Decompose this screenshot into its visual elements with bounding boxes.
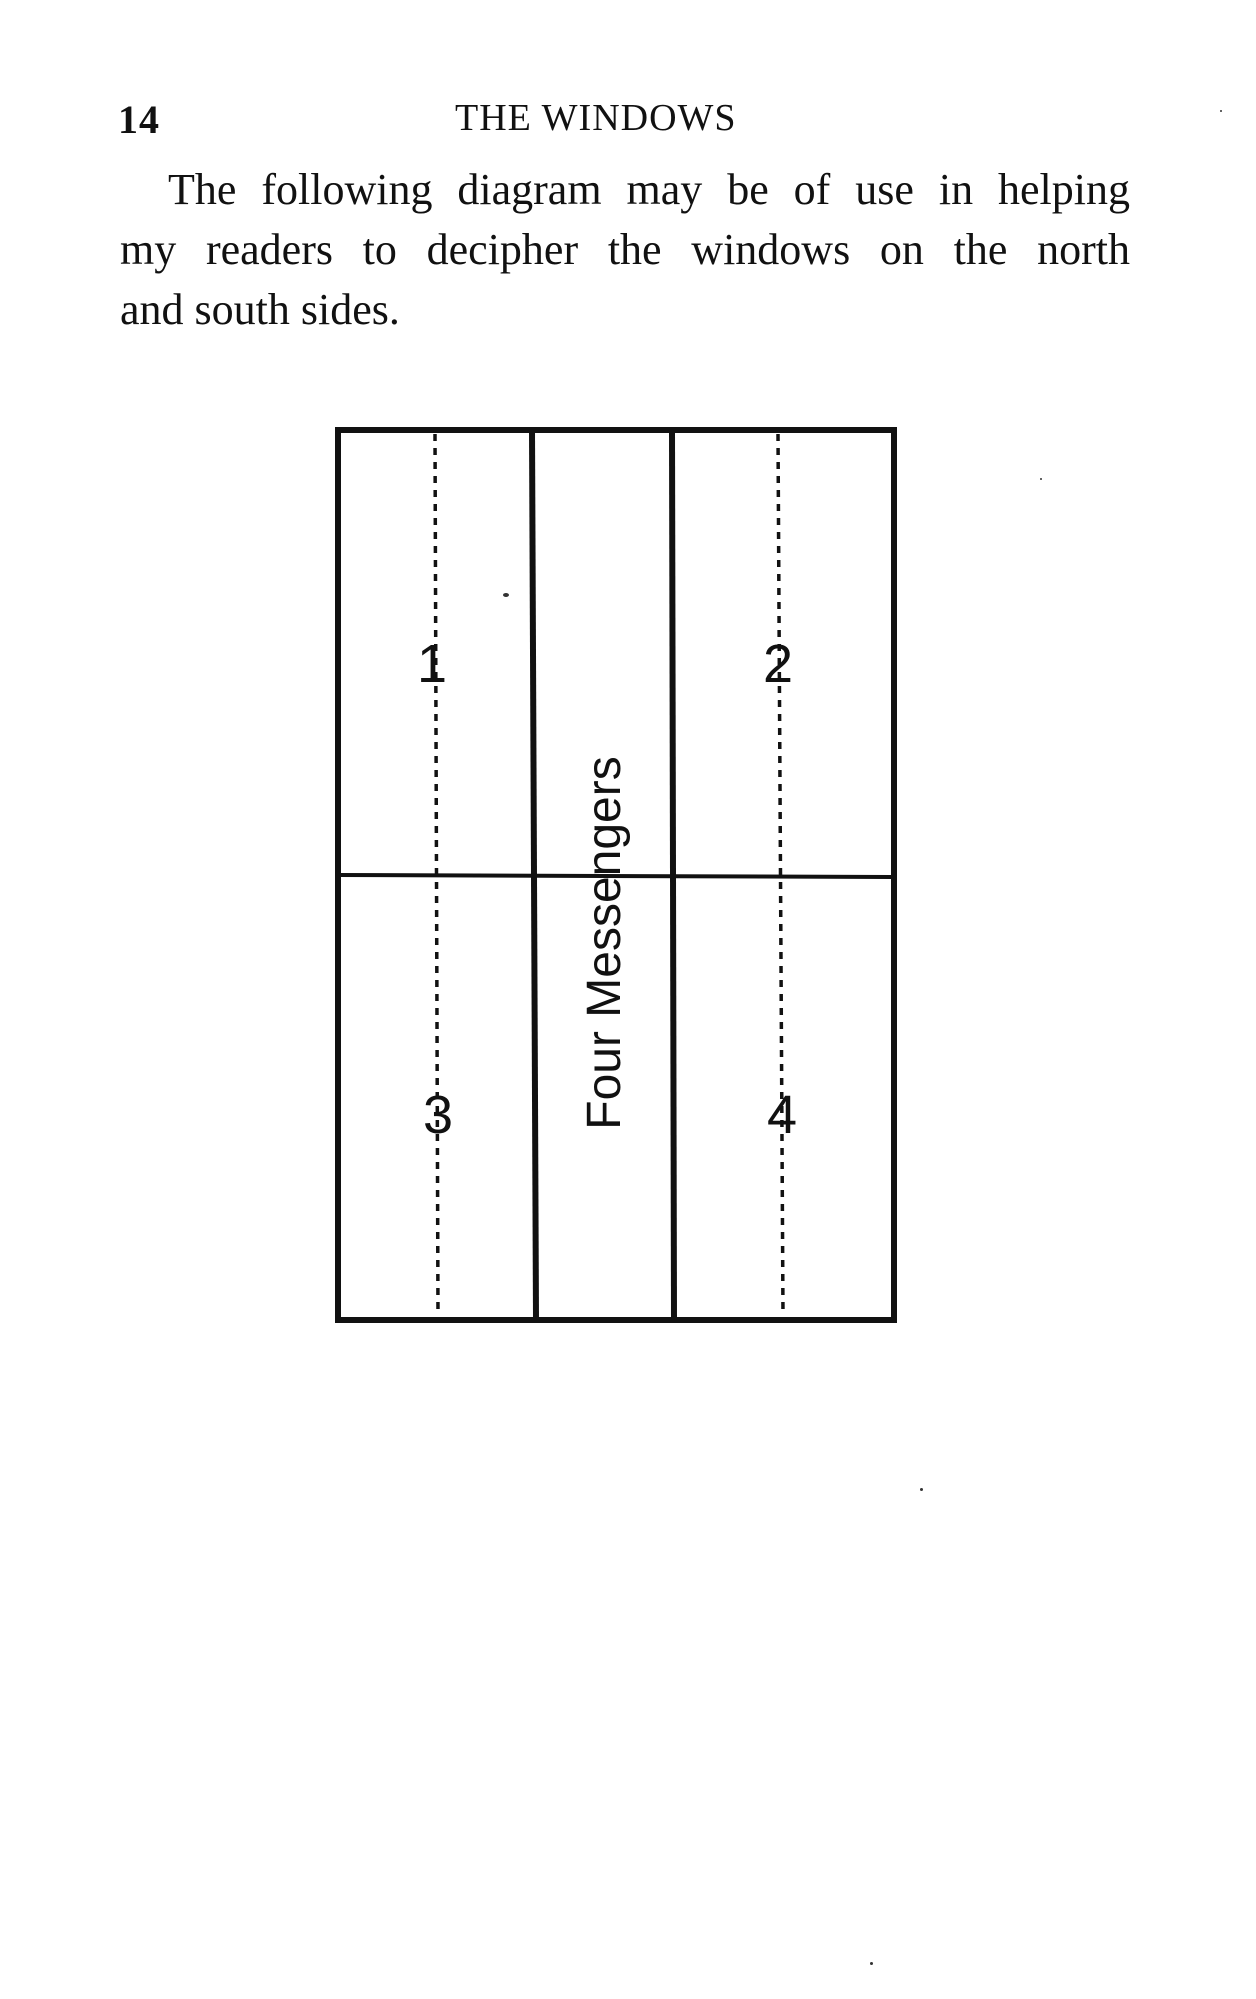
page-speck bbox=[1040, 478, 1042, 480]
page-number: 14 bbox=[118, 97, 160, 142]
panel-label-4: 4 bbox=[767, 1085, 797, 1145]
horizontal-divider bbox=[337, 873, 895, 879]
paragraph-line-3: and south sides. bbox=[120, 285, 400, 334]
page-speck bbox=[920, 1488, 923, 1491]
page-speck bbox=[503, 593, 509, 597]
page-speck bbox=[870, 1962, 873, 1965]
paragraph-line-1: The following diagram may be of use in h… bbox=[168, 165, 1130, 214]
running-head: THE WINDOWS bbox=[455, 97, 737, 139]
panel-label-1: 1 bbox=[417, 634, 447, 694]
panel-label-3: 3 bbox=[423, 1085, 453, 1145]
panel-label-2: 2 bbox=[763, 634, 793, 694]
window-diagram: 1 2 3 4 Four Messengers bbox=[335, 427, 897, 1323]
intro-paragraph: The following diagram may be of use in h… bbox=[120, 160, 1130, 340]
four-messengers-label: Four Messengers bbox=[578, 756, 631, 1129]
paragraph-line-2: my readers to decipher the windows on th… bbox=[120, 225, 1130, 274]
page-speck bbox=[1220, 110, 1222, 112]
